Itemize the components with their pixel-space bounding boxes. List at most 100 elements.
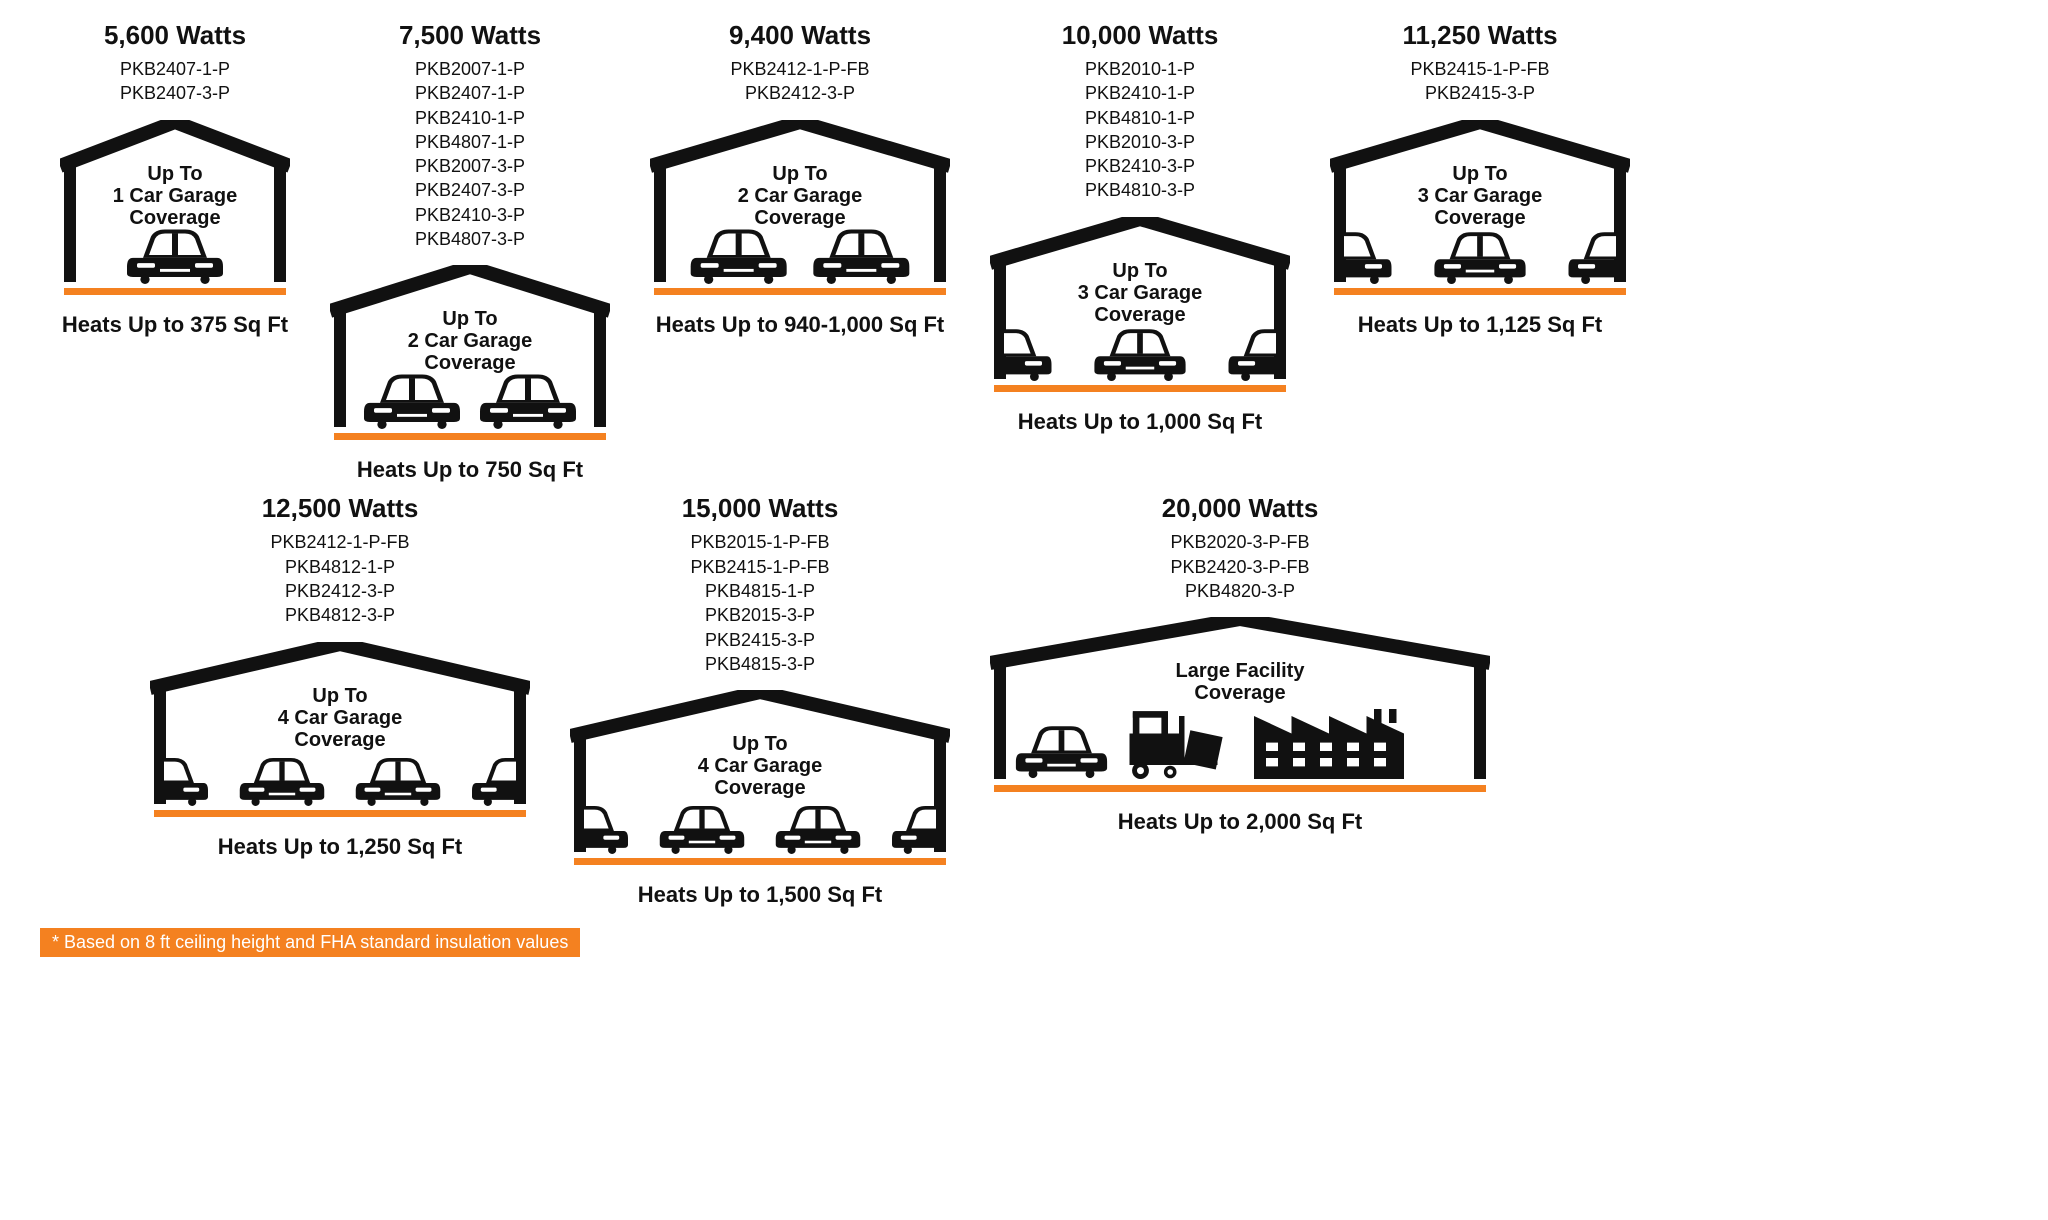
model-list: PKB2010-1-PPKB2410-1-PPKB4810-1-PPKB2010… (1085, 57, 1195, 203)
watts-heading: 11,250 Watts (1402, 20, 1557, 51)
garage-icon: Up To2 Car GarageCoverage (330, 265, 610, 447)
garage-icon: Up To3 Car GarageCoverage (1330, 120, 1630, 302)
coverage-text-line: 4 Car Garage (278, 707, 403, 729)
heats-label: Heats Up to 2,000 Sq Ft (1118, 809, 1363, 835)
watts-heading: 12,500 Watts (262, 493, 419, 524)
model-number: PKB2415-3-P (1410, 81, 1549, 105)
garage-icon: Up To1 Car GarageCoverage (60, 120, 290, 302)
garage-graphic: Up To2 Car GarageCoverage (650, 120, 950, 302)
garage-graphic: Up To1 Car GarageCoverage (60, 120, 290, 302)
model-number: PKB2020-3-P-FB (1170, 530, 1309, 554)
model-number: PKB2007-3-P (415, 154, 525, 178)
wattage-panel: 20,000 Watts PKB2020-3-P-FBPKB2420-3-P-F… (990, 493, 1490, 908)
model-list: PKB2015-1-P-FBPKB2415-1-P-FBPKB4815-1-PP… (690, 530, 829, 676)
garage-icon: Up To2 Car GarageCoverage (650, 120, 950, 302)
garage-icon: Up To4 Car GarageCoverage (150, 642, 530, 824)
model-number: PKB2410-1-P (1085, 81, 1195, 105)
model-number: PKB2410-3-P (415, 203, 525, 227)
model-number: PKB4810-1-P (1085, 106, 1195, 130)
model-number: PKB4815-3-P (690, 652, 829, 676)
heats-label: Heats Up to 1,250 Sq Ft (218, 834, 463, 860)
model-list: PKB2412-1-P-FBPKB2412-3-P (730, 57, 869, 106)
model-number: PKB2415-1-P-FB (690, 555, 829, 579)
coverage-text-line: 4 Car Garage (698, 755, 823, 777)
model-number: PKB2407-3-P (120, 81, 230, 105)
model-number: PKB2007-1-P (415, 57, 525, 81)
garage-graphic: Large FacilityCoverage (990, 617, 1490, 799)
model-number: PKB2010-1-P (1085, 57, 1195, 81)
model-number: PKB2415-3-P (690, 628, 829, 652)
coverage-text-line: Up To (312, 685, 367, 707)
coverage-text-line: Coverage (754, 207, 845, 229)
model-number: PKB2410-1-P (415, 106, 525, 130)
wattage-panel: 9,400 Watts PKB2412-1-P-FBPKB2412-3-P Up… (650, 20, 950, 483)
coverage-text-line: 2 Car Garage (408, 330, 533, 352)
watts-heading: 10,000 Watts (1062, 20, 1219, 51)
coverage-text-line: Coverage (294, 729, 385, 751)
model-number: PKB2412-1-P-FB (270, 530, 409, 554)
model-number: PKB2412-3-P (270, 579, 409, 603)
model-list: PKB2020-3-P-FBPKB2420-3-P-FBPKB4820-3-P (1170, 530, 1309, 603)
coverage-text-line: Coverage (1094, 304, 1185, 326)
wattage-panel: 11,250 Watts PKB2415-1-P-FBPKB2415-3-P U… (1330, 20, 1630, 483)
coverage-text-line: Up To (442, 308, 497, 330)
model-number: PKB2015-3-P (690, 603, 829, 627)
coverage-text-line: Coverage (1194, 682, 1285, 704)
wattage-panel: 15,000 Watts PKB2015-1-P-FBPKB2415-1-P-F… (570, 493, 950, 908)
model-number: PKB2010-3-P (1085, 130, 1195, 154)
footnote: * Based on 8 ft ceiling height and FHA s… (40, 928, 580, 957)
coverage-text-line: Coverage (424, 352, 515, 374)
model-number: PKB4807-3-P (415, 227, 525, 251)
model-number: PKB4812-1-P (270, 555, 409, 579)
coverage-text-line: Up To (1112, 260, 1167, 282)
heats-label: Heats Up to 1,125 Sq Ft (1358, 312, 1603, 338)
model-number: PKB2410-3-P (1085, 154, 1195, 178)
coverage-text-line: Up To (732, 733, 787, 755)
model-number: PKB2015-1-P-FB (690, 530, 829, 554)
coverage-text-line: Coverage (129, 207, 220, 229)
wattage-panel: 5,600 Watts PKB2407-1-PPKB2407-3-P Up To… (60, 20, 290, 483)
garage-icon: Large FacilityCoverage (990, 617, 1490, 799)
model-number: PKB4810-3-P (1085, 178, 1195, 202)
heats-label: Heats Up to 375 Sq Ft (62, 312, 288, 338)
model-list: PKB2412-1-P-FBPKB4812-1-PPKB2412-3-PPKB4… (270, 530, 409, 627)
model-list: PKB2007-1-PPKB2407-1-PPKB2410-1-PPKB4807… (415, 57, 525, 251)
garage-graphic: Up To4 Car GarageCoverage (150, 642, 530, 824)
model-number: PKB4807-1-P (415, 130, 525, 154)
coverage-text-line: Up To (1452, 163, 1507, 185)
coverage-text-line: 1 Car Garage (113, 185, 238, 207)
garage-icon: Up To3 Car GarageCoverage (990, 217, 1290, 399)
model-list: PKB2407-1-PPKB2407-3-P (120, 57, 230, 106)
model-number: PKB4812-3-P (270, 603, 409, 627)
garage-graphic: Up To4 Car GarageCoverage (570, 690, 950, 872)
coverage-text-line: 3 Car Garage (1078, 282, 1203, 304)
model-list: PKB2415-1-P-FBPKB2415-3-P (1410, 57, 1549, 106)
watts-heading: 9,400 Watts (729, 20, 871, 51)
wattage-panel: 7,500 Watts PKB2007-1-PPKB2407-1-PPKB241… (330, 20, 610, 483)
model-number: PKB2412-1-P-FB (730, 57, 869, 81)
model-number: PKB2407-1-P (120, 57, 230, 81)
model-number: PKB4815-1-P (690, 579, 829, 603)
row-1: 5,600 Watts PKB2407-1-PPKB2407-3-P Up To… (40, 20, 2008, 483)
model-number: PKB2415-1-P-FB (1410, 57, 1549, 81)
model-number: PKB4820-3-P (1170, 579, 1309, 603)
model-number: PKB2412-3-P (730, 81, 869, 105)
watts-heading: 5,600 Watts (104, 20, 246, 51)
heats-label: Heats Up to 940-1,000 Sq Ft (656, 312, 945, 338)
garage-graphic: Up To3 Car GarageCoverage (990, 217, 1290, 399)
coverage-text-line: 2 Car Garage (738, 185, 863, 207)
watts-heading: 15,000 Watts (682, 493, 839, 524)
heats-label: Heats Up to 1,000 Sq Ft (1018, 409, 1263, 435)
coverage-text-line: Coverage (714, 777, 805, 799)
model-number: PKB2407-3-P (415, 178, 525, 202)
model-number: PKB2407-1-P (415, 81, 525, 105)
coverage-text-line: 3 Car Garage (1418, 185, 1543, 207)
heats-label: Heats Up to 750 Sq Ft (357, 457, 583, 483)
model-number: PKB2420-3-P-FB (1170, 555, 1309, 579)
watts-heading: 20,000 Watts (1162, 493, 1319, 524)
coverage-text-line: Up To (772, 163, 827, 185)
garage-icon: Up To4 Car GarageCoverage (570, 690, 950, 872)
row-2: 12,500 Watts PKB2412-1-P-FBPKB4812-1-PPK… (40, 493, 2008, 908)
wattage-panel: 10,000 Watts PKB2010-1-PPKB2410-1-PPKB48… (990, 20, 1290, 483)
coverage-text-line: Large Facility (1176, 660, 1306, 682)
